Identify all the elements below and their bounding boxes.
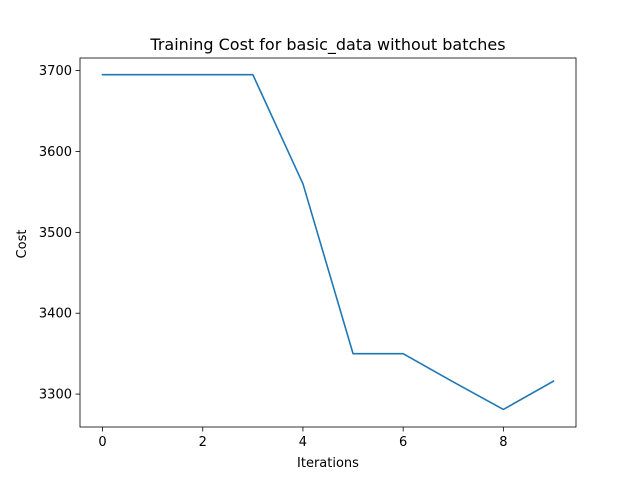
- chart-title: Training Cost for basic_data without bat…: [149, 35, 505, 55]
- x-axis-label: Iterations: [297, 456, 359, 471]
- series-line-0: [101, 73, 555, 411]
- x-tick-label: 8: [499, 435, 507, 450]
- x-tick-label: 4: [299, 435, 307, 450]
- y-tick-label: 3300: [39, 388, 72, 403]
- y-axis-label: Cost: [15, 230, 30, 259]
- series-layer: [101, 73, 555, 411]
- x-tick-label: 0: [98, 435, 106, 450]
- plot-frame: [79, 57, 577, 428]
- plot-area: [79, 57, 577, 428]
- y-axis-ticks: 3300 3400 3500 3600 3700: [39, 64, 80, 403]
- x-axis-ticks: 0 2 4 6 8: [98, 427, 507, 450]
- y-tick-label: 3600: [39, 145, 72, 160]
- y-tick-label: 3400: [39, 307, 72, 322]
- y-tick-label: 3700: [39, 64, 72, 79]
- y-tick-label: 3500: [39, 226, 72, 241]
- x-tick-label: 6: [399, 435, 407, 450]
- x-tick-label: 2: [199, 435, 207, 450]
